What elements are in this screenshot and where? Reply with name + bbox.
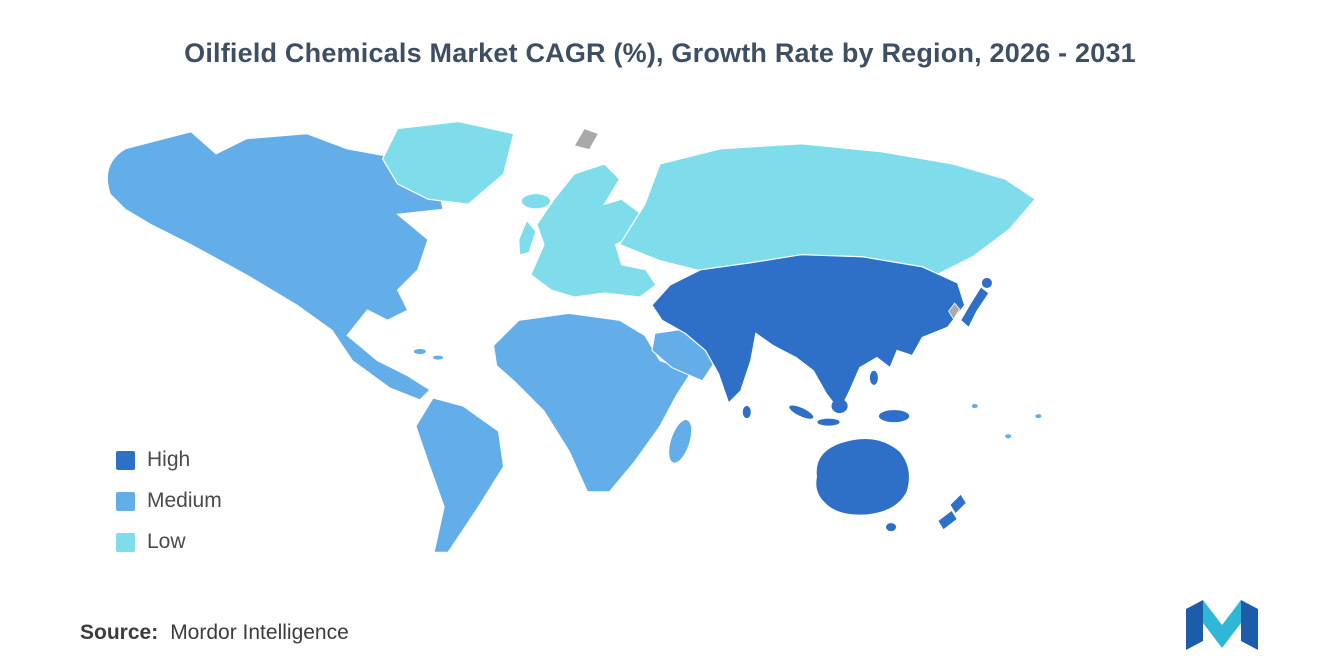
region-sumatra	[789, 405, 814, 419]
region-madagascar	[669, 420, 692, 463]
legend-label-high: High	[147, 448, 191, 471]
legend-swatch-medium	[116, 491, 135, 511]
mordor-intelligence-logo	[1184, 599, 1260, 659]
legend: High Medium Low	[116, 448, 222, 554]
region-hokkaido	[981, 277, 992, 288]
legend-swatch-high	[116, 450, 135, 470]
region-pacific-islands-2	[1005, 434, 1012, 439]
region-north-america	[106, 130, 444, 401]
region-united-kingdom	[518, 219, 537, 256]
region-caribbean-2	[432, 355, 444, 360]
logo-middle-chevron	[1203, 600, 1241, 648]
legend-item-high: High	[116, 448, 222, 472]
region-pacific-islands-1	[971, 404, 978, 409]
mordor-logo-svg	[1186, 600, 1258, 650]
region-svalbard	[573, 127, 600, 151]
legend-item-low: Low	[116, 530, 222, 554]
logo-left-ribbon	[1186, 600, 1203, 650]
region-sri-lanka	[742, 406, 751, 419]
chart-title: Oilfield Chemicals Market CAGR (%), Grow…	[184, 38, 1136, 69]
region-south-america	[415, 397, 505, 553]
legend-swatch-low	[116, 532, 135, 552]
region-java	[817, 418, 840, 426]
region-asia-high	[651, 254, 966, 413]
region-new-zealand-north	[950, 494, 966, 513]
region-pacific-islands-3	[1035, 414, 1042, 419]
world-map-svg	[106, 120, 1042, 553]
source-value: Mordor Intelligence	[170, 621, 349, 644]
region-borneo	[831, 398, 848, 414]
source-line: Source: Mordor Intelligence	[80, 621, 349, 645]
region-africa	[492, 312, 694, 493]
world-map	[95, 98, 1225, 593]
region-japan	[960, 286, 990, 329]
region-new-zealand-south	[938, 510, 957, 530]
region-greenland	[381, 120, 515, 205]
legend-item-medium: Medium	[116, 489, 222, 513]
logo-right-ribbon	[1241, 600, 1258, 650]
region-philippines	[869, 370, 878, 385]
region-new-guinea	[878, 410, 910, 423]
source-label: Source:	[80, 621, 159, 644]
legend-label-low: Low	[147, 530, 186, 553]
region-australia	[815, 437, 911, 516]
region-caribbean	[413, 349, 426, 355]
legend-label-medium: Medium	[147, 489, 222, 512]
region-korea	[948, 302, 961, 321]
region-tasmania	[886, 523, 897, 532]
region-iceland	[521, 194, 551, 209]
